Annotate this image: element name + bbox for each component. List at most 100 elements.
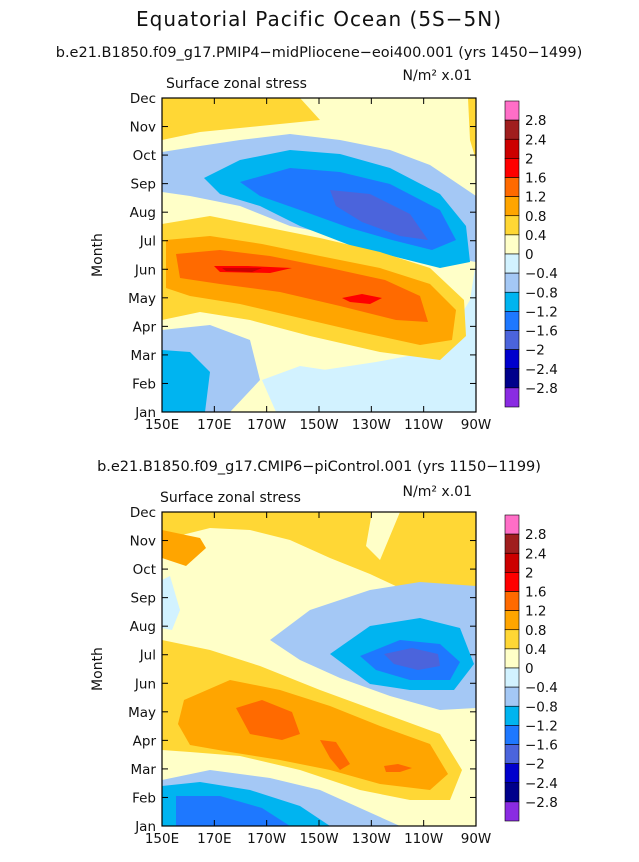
panel-top-ytick-label: Feb (132, 376, 156, 392)
colorbar-top-label: 1.2 (525, 190, 546, 206)
colorbar-top-label: −0.8 (525, 285, 558, 301)
colorbar-bottom-label: 2.4 (525, 546, 546, 562)
panel-bottom-xtick-label: 150E (145, 831, 179, 847)
panel-bottom-xtick-label: 110W (404, 831, 443, 847)
panel-bottom: b.e21.B1850.f09_g17.CMIP6−piControl.001 … (90, 459, 541, 847)
colorbar-top-segment (504, 349, 520, 370)
panel-top: b.e21.B1850.f09_g17.PMIP4−midPliocene−eo… (56, 45, 583, 433)
panel-bottom-xtick-label: 90W (461, 831, 492, 847)
colorbar-top-label: 0 (525, 247, 534, 263)
panel-top-ytick-label: Apr (133, 319, 157, 335)
colorbar-top-label: 1.6 (525, 171, 546, 187)
colorbar-top-label: −1.2 (525, 304, 558, 320)
colorbar-bottom-segment (504, 648, 520, 669)
colorbar-bottom-label: 2.8 (525, 527, 546, 543)
colorbar-bottom-label: −2 (525, 757, 545, 773)
colorbar-top-segment (504, 119, 520, 140)
panel-top-ytick-label: Jun (134, 262, 156, 278)
panel-top-xtick-label: 170W (247, 417, 286, 433)
colorbar-top-label: −2.8 (525, 381, 558, 397)
colorbar-bottom-label: 0.4 (525, 642, 546, 658)
colorbar-top-segment (504, 234, 520, 255)
colorbar-top-segment (504, 387, 520, 408)
contour-0.4-top (162, 512, 476, 600)
colorbars: 2.8 2.4 2 1.6 1.2 0.8 0.4 0 −0.4 −0.8 −1.2 −1.6 −2 −2… (504, 100, 558, 822)
panel-bottom-ytick-label: Nov (130, 534, 156, 550)
panel-top-ytick-label: Nov (130, 120, 156, 136)
panel-top-left-label: Surface zonal stress (166, 76, 307, 92)
figure-title: Equatorial Pacific Ocean (5S−5N) (136, 7, 502, 31)
colorbar-bottom-label: 0 (525, 661, 534, 677)
contour-1.2-band (236, 700, 412, 772)
panel-bottom-ytick-label: Mar (131, 762, 157, 778)
colorbar-top-segment (504, 215, 520, 236)
colorbar-bottom-label: 1.6 (525, 585, 546, 601)
contour-0.4 (162, 98, 320, 140)
colorbar-bottom-label: −1.6 (525, 738, 558, 754)
panel-top-unit-label: N/m² x.01 (403, 68, 472, 84)
colorbar-bottom-segment (504, 725, 520, 745)
panel-top-ytick-label: Oct (133, 148, 156, 164)
colorbar-bottom-segment (504, 629, 520, 650)
panel-top-contours (162, 98, 476, 412)
panel-bottom-ytick-label: Apr (133, 733, 157, 749)
panel-top-xtick-label: 90W (461, 417, 492, 433)
colorbar-top-segment (504, 291, 520, 312)
panel-bottom-subtitle: b.e21.B1850.f09_g17.CMIP6−piControl.001 … (97, 459, 541, 475)
contour-neg-0.8-lower (162, 350, 210, 412)
panel-top-xtick-label: 150E (145, 417, 179, 433)
colorbar-top-label: 2 (525, 151, 534, 167)
panel-bottom-axes: 150E 170E 170W 150W 130W 110W 90W Jan Feb Mar Apr M… (128, 505, 491, 847)
colorbar-bottom-segment (504, 744, 520, 764)
contour-0.4-east-edge (468, 98, 476, 160)
panel-bottom-xtick-label: 150W (299, 831, 338, 847)
colorbar-bottom-label: 0.8 (525, 623, 546, 639)
colorbar-top-label: −1.6 (525, 324, 558, 340)
colorbar-bottom-label: −1.2 (525, 718, 558, 734)
panel-top-ylabel: Month (90, 233, 106, 277)
colorbar-top-segment (504, 158, 520, 178)
colorbar-top-label: −2.4 (525, 362, 558, 378)
colorbar-top-segment (504, 177, 520, 197)
panel-bottom-xtick-label: 130W (352, 831, 391, 847)
colorbar-top-segment (504, 138, 520, 159)
contour-neg-1.6 (384, 648, 440, 670)
colorbar-bottom-label: −2.4 (525, 776, 558, 792)
panel-top-subtitle: b.e21.B1850.f09_g17.PMIP4−midPliocene−eo… (56, 45, 583, 61)
panel-top-xtick-label: 170E (197, 417, 231, 433)
colorbar-top-label: −2 (525, 343, 545, 359)
panel-bottom-ytick-label: Dec (130, 505, 156, 521)
contour-0-patch (210, 512, 400, 566)
colorbar-top-segment (504, 311, 520, 331)
panel-top-axes: 150E 170E 170W 150W 130W 110W 90W Jan Feb Mar Apr M… (128, 91, 491, 433)
colorbar-bottom-segment (504, 686, 520, 707)
panel-top-ytick-label: Dec (130, 91, 156, 107)
panel-bottom-xtick-label: 170W (247, 831, 286, 847)
panel-top-ytick-label: Aug (130, 205, 156, 221)
panel-bottom-ytick-label: Jun (134, 676, 156, 692)
colorbar-bottom-segment (504, 763, 520, 784)
colorbar-top-segment (504, 196, 520, 217)
colorbar-bottom: 2.8 2.4 2 1.6 1.2 0.8 0.4 0 −0.4 −0.8 −1.2 −1.6 −2 −2… (504, 514, 558, 822)
contour-2.0-streak (222, 268, 262, 272)
panel-bottom-ytick-label: Feb (132, 790, 156, 806)
colorbar-top-segment (504, 330, 520, 350)
colorbar-bottom-label: −0.4 (525, 680, 558, 696)
colorbar-top-segment (504, 368, 520, 389)
contour-0.4-east (402, 512, 476, 572)
panel-bottom-ytick-label: Sep (131, 591, 156, 607)
panel-bottom-ytick-label: May (128, 705, 156, 721)
colorbar-bottom-segment (504, 533, 520, 554)
contour-light-blue-lower (262, 366, 476, 412)
panel-top-ytick-label: Jan (134, 405, 156, 421)
colorbar-bottom-label: −0.8 (525, 699, 558, 715)
colorbar-top-segment (504, 272, 520, 293)
contour-light-blue-west (162, 576, 180, 630)
panel-bottom-contours (162, 512, 476, 826)
panel-bottom-ytick-label: Jan (134, 819, 156, 835)
panel-top-xtick-label: 150W (299, 417, 338, 433)
colorbar-bottom-segment (504, 514, 520, 535)
panel-top-ytick-label: May (128, 291, 156, 307)
colorbar-top-label: 2.4 (525, 132, 546, 148)
